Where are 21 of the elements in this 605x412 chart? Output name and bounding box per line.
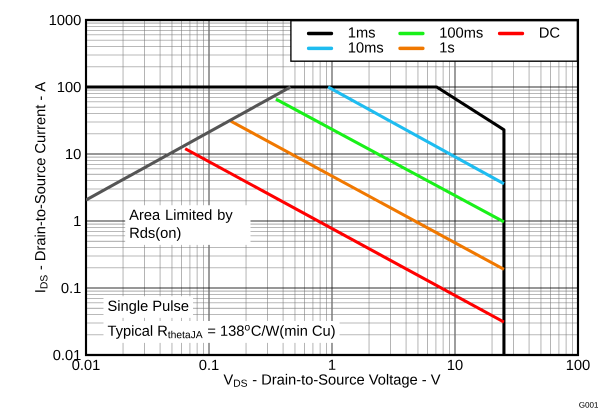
y-tick-label: 0.01 <box>53 350 81 360</box>
x-tick-label: 0.1 <box>199 360 218 370</box>
annotation: Typical R$_{thetaJA}$ = 138$^{o}$C/W(min Cu) <box>108 324 335 339</box>
x-tick-label: 100 <box>566 360 590 370</box>
x-tick-label: 1 <box>329 360 336 370</box>
x-axis-title: V$_{DS}$ - Drain-to-Source Voltage - V <box>224 374 440 388</box>
x-tick-label: 10 <box>448 360 463 370</box>
text: G001 <box>579 402 598 408</box>
legend-label: 10ms <box>348 42 384 53</box>
legend-label: 1s <box>440 42 454 53</box>
y-axis-title: I$_{DS}$ - Drain-to-Source Current - A <box>34 82 48 292</box>
y-tick-label: 1000 <box>50 14 81 26</box>
legend-label: 100ms <box>440 27 483 38</box>
y-tick-label: 1 <box>74 216 81 226</box>
annotation: Single Pulse <box>108 300 188 314</box>
annotation: Area Limited by Rds(on) <box>129 209 233 241</box>
legend-label: 1ms <box>348 27 375 38</box>
y-tick-label: 100 <box>58 82 81 92</box>
y-tick-label: 10 <box>66 148 81 160</box>
legend-label: DC <box>540 27 560 38</box>
y-tick-label: 0.1 <box>61 282 81 294</box>
